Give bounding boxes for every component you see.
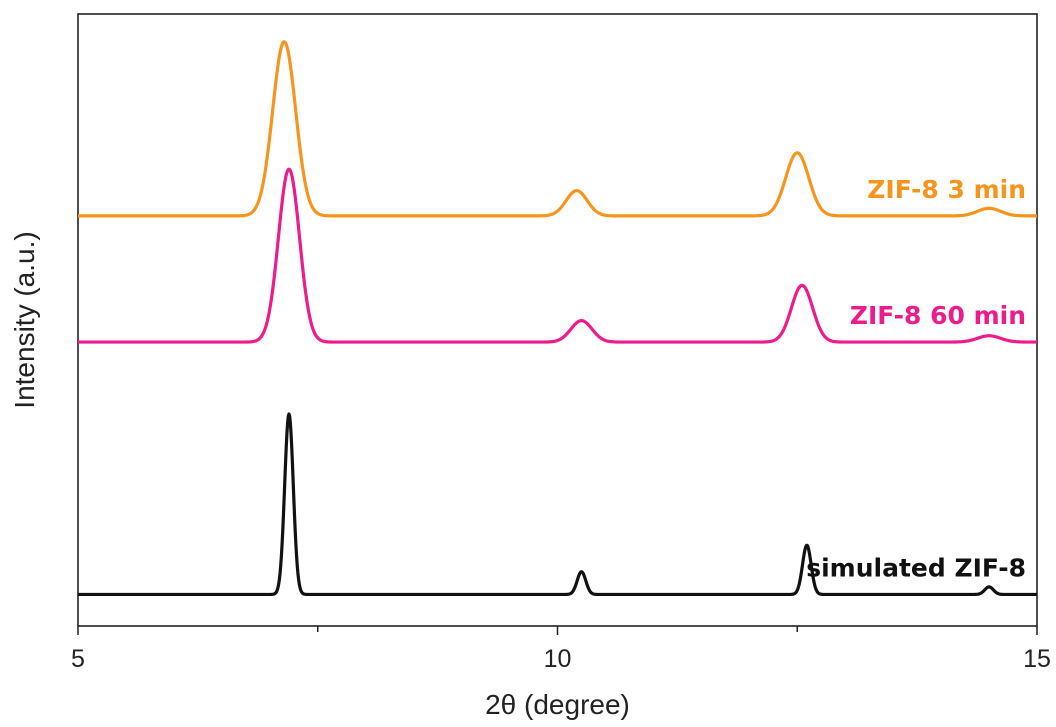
- x-tick-label: 15: [1023, 645, 1051, 673]
- series-line-1: [77, 167, 1038, 344]
- y-axis-label: Intensity (a.u.): [9, 231, 40, 408]
- x-axis-label: 2θ (degree): [485, 689, 630, 720]
- series-label-1: ZIF-8 60 min: [850, 301, 1026, 330]
- series-label-2: simulated ZIF-8: [806, 553, 1026, 582]
- x-tick-label: 5: [71, 645, 85, 673]
- x-axis-ticks: 5 10 15: [71, 626, 1051, 673]
- series-label-layer: ZIF-8 3 min ZIF-8 60 min simulated ZIF-8: [806, 175, 1026, 583]
- series-line-0: [77, 40, 1038, 218]
- series-line-2: [77, 412, 1038, 597]
- series-label-0: ZIF-8 3 min: [867, 175, 1026, 204]
- x-tick-label: 10: [544, 645, 572, 673]
- series-layer: [77, 40, 1038, 597]
